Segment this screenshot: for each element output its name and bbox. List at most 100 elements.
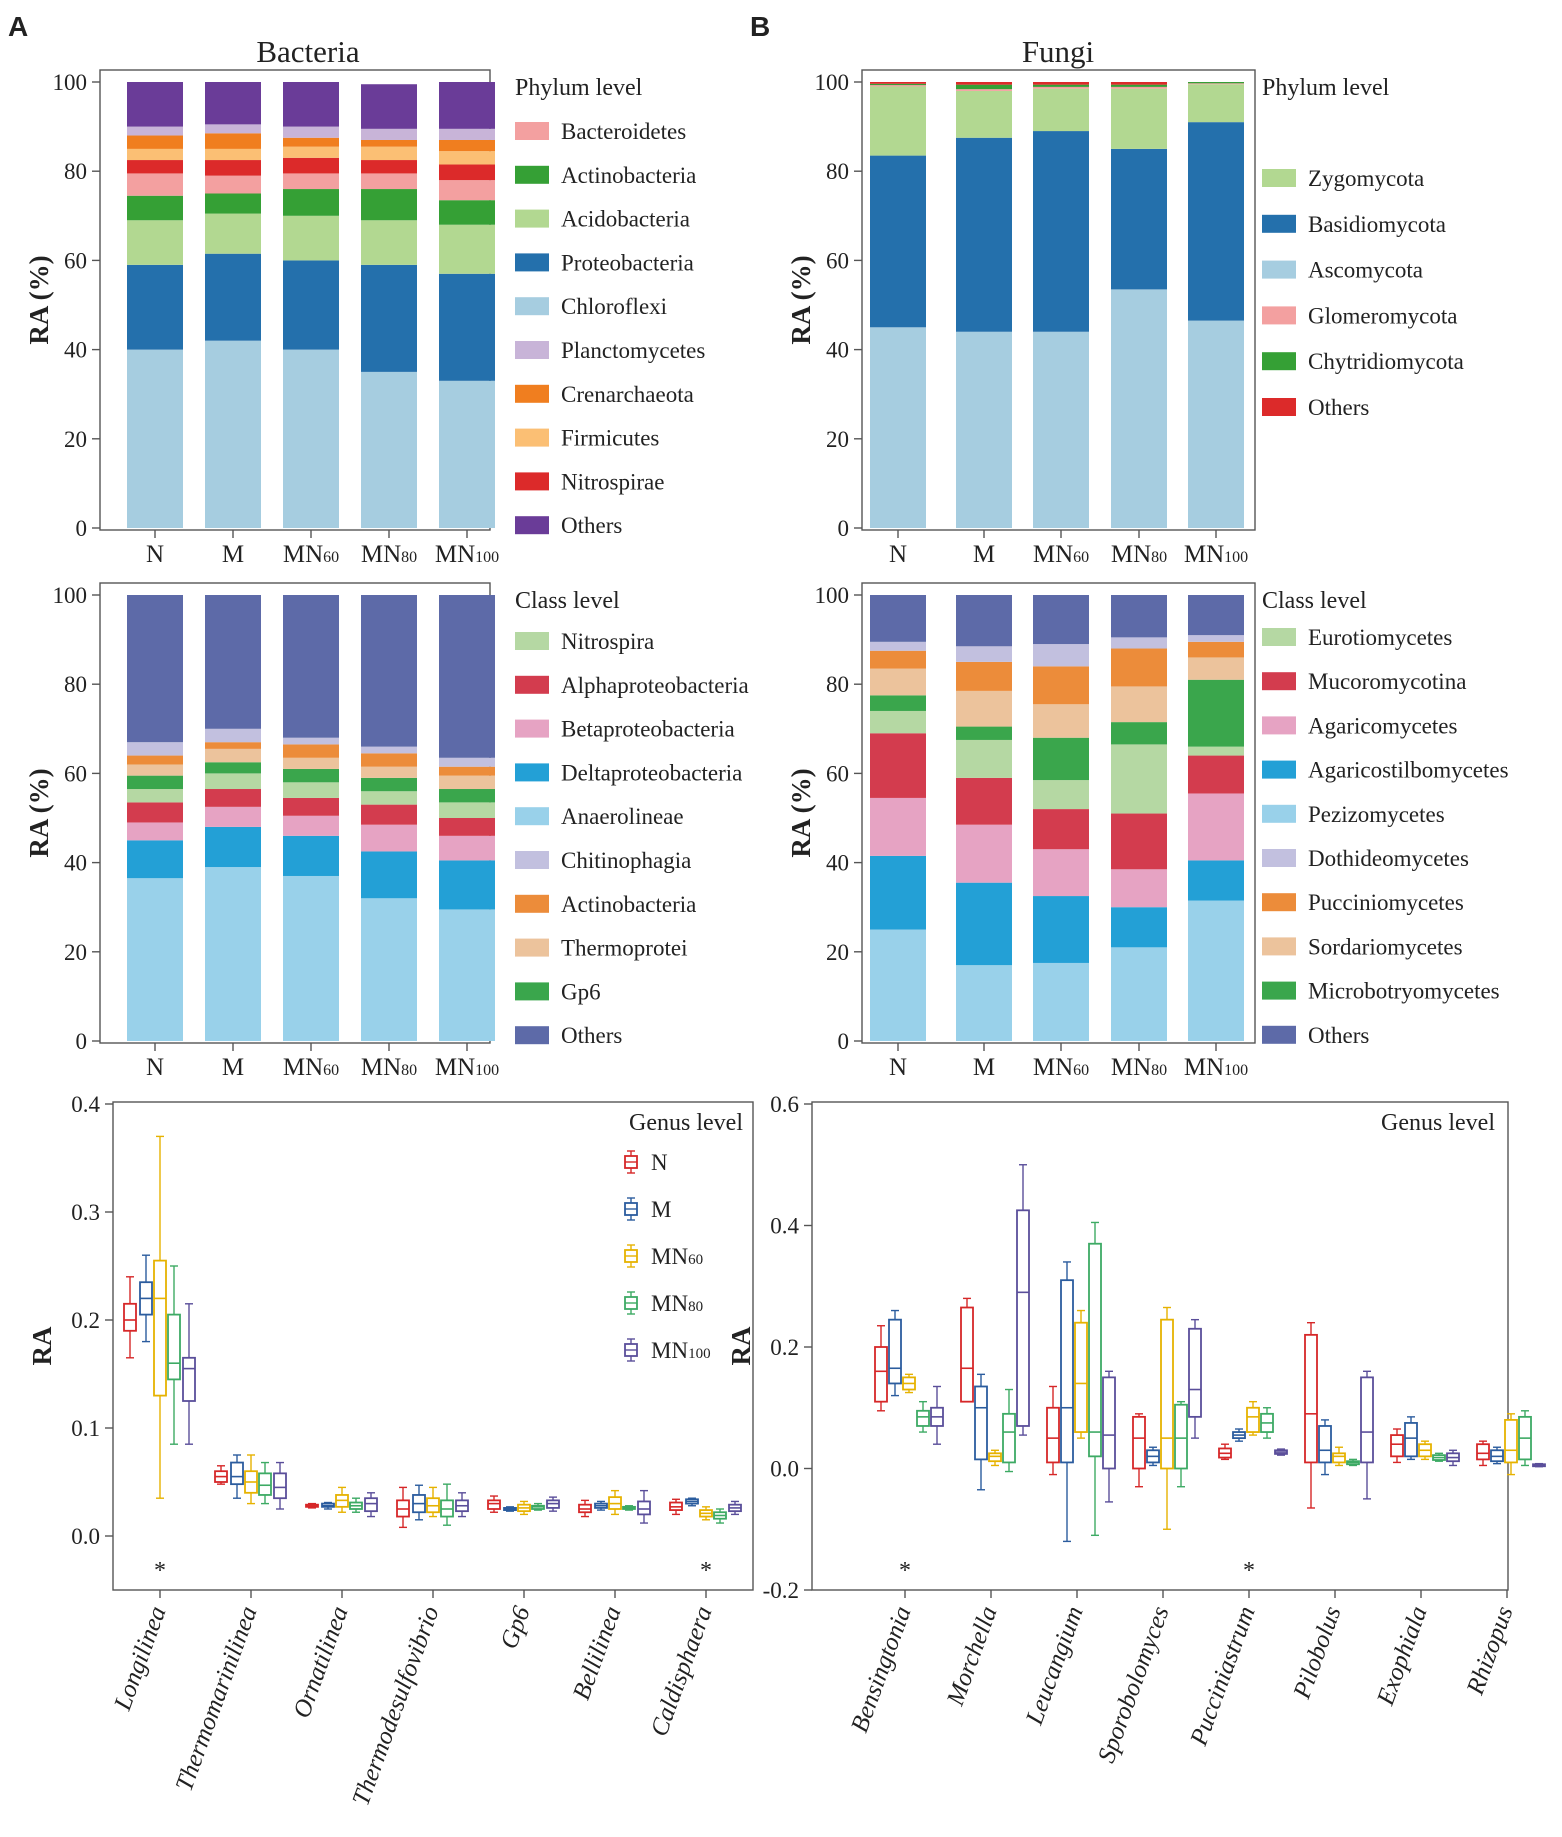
- bac_class-bar-N-deltaproteobacteria: [127, 840, 183, 879]
- bac_class-bar-M-deltaproteobacteria: [205, 826, 261, 868]
- fun_genus-box-pilobolus-g0: [1304, 1321, 1318, 1509]
- bac_class-legend-swatch-deltaproteobacteria: [515, 763, 549, 782]
- bac_class-legend-swatch-actinobacteria: [515, 894, 549, 913]
- bac_phylum-xtick-label-N: N: [146, 541, 164, 568]
- fun_genus-box-body: [988, 1452, 1002, 1463]
- fun_phylum-bar-M-ascomycota: [956, 331, 1012, 528]
- bac_class-bar-N-nitrospira: [127, 789, 183, 803]
- fun_genus-box-bensingtonia-g0: [874, 1325, 888, 1412]
- bac_phylum-legend-label-actinobacteria: Actinobacteria: [561, 163, 696, 188]
- bac_class-bar-M-anaerolineae: [205, 867, 261, 1041]
- bac_class-bar-MN100-nitrospira: [439, 802, 495, 818]
- fun_genus-box-body: [1132, 1415, 1146, 1470]
- fun_phylum-legend-swatch-chytridiomycota: [1262, 352, 1296, 371]
- fun_phylum-bar-MN80-basidiomycota: [1111, 148, 1167, 290]
- bac_class-legend-label-gp6: Gp6: [561, 979, 601, 1004]
- bac_phylum-ytick-label-100: 100: [53, 70, 88, 95]
- fun_genus-box-bensingtonia-g3: [916, 1400, 930, 1433]
- bac_genus-legend-title: Genus level: [629, 1110, 743, 1136]
- fun_phylum-bar-MN100-zygomycota: [1188, 84, 1244, 123]
- bac_class-bar-MN100-chitinophagia: [439, 757, 495, 767]
- bac_genus-ytick-label-0.2: 0.2: [71, 1308, 100, 1333]
- fun_class-bar-N-mucoromycotina: [870, 733, 926, 798]
- bac_phylum-bar-N-others: [127, 82, 183, 127]
- fun_class-bar-MN80-eurotiomycetes: [1111, 744, 1167, 814]
- fun_class-ytick-label-40: 40: [826, 851, 849, 876]
- bac_class-bar-MN100-alphaproteobacteria: [439, 818, 495, 836]
- bac_phylum-legend-swatch-nitrospirae: [515, 472, 549, 491]
- bac_class-bar-MN80-deltaproteobacteria: [361, 851, 417, 899]
- bac_class-xtick-label-MN100: MN100: [435, 1054, 499, 1081]
- fun_genus-category-label-pilobolus: Pilobolus: [1288, 1603, 1346, 1703]
- fun_genus-box-body: [1404, 1422, 1418, 1458]
- fun_class-bar-MN60-pezizomycetes: [1033, 962, 1089, 1041]
- bac_phylum-bar-MN100-crenarchaeota: [439, 139, 495, 152]
- fun_genus-box-body: [1390, 1434, 1404, 1458]
- bac_phylum-bar-MN60-actinobacteria: [283, 189, 339, 216]
- bac_phylum-bar-M-bacteroidetes: [205, 175, 261, 194]
- bac_phylum-bar-MN60-nitrospirae: [283, 157, 339, 174]
- fun_phylum-legend-label-glomeromycota: Glomeromycota: [1308, 303, 1457, 328]
- fun_genus-box-pucciniastrum-g4: [1274, 1448, 1288, 1456]
- fun_phylum-legend-label-chytridiomycota: Chytridiomycota: [1308, 349, 1464, 374]
- bac_phylum-legend-label-crenarchaeota: Crenarchaeota: [561, 382, 694, 407]
- fun_class-legend-label-agaricostilbomycetes: Agaricostilbomycetes: [1308, 758, 1509, 783]
- fun_genus-box-body: [974, 1385, 988, 1461]
- fun_phylum-bar-MN80-ascomycota: [1111, 289, 1167, 528]
- fun_phylum-legend-swatch-zygomycota: [1262, 169, 1296, 187]
- bac_phylum-bar-N-bacteroidetes: [127, 173, 183, 196]
- fun_genus-box-exophiala-g2: [1418, 1440, 1432, 1461]
- bac_phylum-bar-MN80-others: [361, 84, 417, 129]
- fun_genus-plot-frame: [811, 1101, 1509, 1591]
- fun_class-bar-MN60-others: [1033, 595, 1089, 645]
- fun_class-bar-M-pezizomycetes: [956, 965, 1012, 1041]
- fun_genus-box-body: [1332, 1452, 1346, 1464]
- bac_phylum-bar-MN60-proteobacteria: [283, 260, 339, 350]
- bac_phylum-bar-MN100-others: [439, 82, 495, 129]
- fun_phylum-bar-MN80-chytridiomycota: [1111, 84, 1167, 87]
- fun_class-legend-title: Class level: [1262, 588, 1367, 614]
- bac_class-bar-MN100-thermoprotei: [439, 775, 495, 790]
- bac_genus-box-ornatilinea-g0: [305, 1502, 319, 1509]
- panel-label-b: B: [750, 11, 770, 42]
- fun_class-bar-MN100-pucciniomycetes: [1188, 641, 1244, 658]
- bac_class-legend-swatch-anaerolineae: [515, 807, 549, 826]
- bac_phylum-ytick-label-80: 80: [64, 159, 87, 184]
- bac_genus-box-body: [153, 1259, 167, 1397]
- bac_phylum-legend-swatch-chloroflexi: [515, 297, 549, 316]
- bac_class-bar-MN100-deltaproteobacteria: [439, 860, 495, 910]
- bac_class-bar-MN80-actinobacteria: [361, 753, 417, 767]
- fun_phylum-bar-M-chytridiomycota: [956, 84, 1012, 90]
- bac_genus-box-thermomarinilinea-g3: [258, 1461, 272, 1505]
- bac_genus-box-thermodesulfovibrio-g4: [455, 1492, 469, 1518]
- fun_genus-box-body: [1360, 1376, 1374, 1464]
- fun_class-legend-label-pezizomycetes: Pezizomycetes: [1308, 802, 1445, 827]
- fun_class-legend-label-mucoromycotina: Mucoromycotina: [1308, 669, 1466, 694]
- bac_phylum-bar-M-crenarchaeota: [205, 133, 261, 149]
- fun_genus-category-label-morchella: Morchella: [942, 1603, 1003, 1710]
- bac_class-bar-MN60-actinobacteria: [283, 744, 339, 758]
- fun_class-bar-N-dothideomycetes: [870, 641, 926, 651]
- fun_class-xtick-label-MN60: MN60: [1033, 1054, 1089, 1081]
- bac_genus-ytick-label-0: 0.0: [71, 1524, 100, 1549]
- fun_class-bar-MN80-dothideomycetes: [1111, 637, 1167, 649]
- bac_class-bar-MN80-thermoprotei: [361, 766, 417, 778]
- fun_class-xtick-label-N: N: [889, 1054, 907, 1081]
- fun_class-legend-swatch-agaricomycetes: [1262, 716, 1296, 735]
- bac_class-bar-N-alphaproteobacteria: [127, 802, 183, 823]
- bac_class-bar-MN100-anaerolineae: [439, 909, 495, 1041]
- fun_genus-box-body: [1102, 1376, 1116, 1470]
- bac_phylum-legend-swatch-bacteroidetes: [515, 122, 549, 140]
- bac_class-xtick-label-N: N: [146, 1054, 164, 1081]
- fun_genus-box-body: [1088, 1242, 1102, 1458]
- bac_phylum-legend-label-acidobacteria: Acidobacteria: [561, 207, 690, 232]
- bac_class-bar-MN80-nitrospira: [361, 791, 417, 805]
- fun_phylum-bar-M-basidiomycota: [956, 137, 1012, 332]
- bac_phylum-bar-MN100-actinobacteria: [439, 200, 495, 225]
- fun_class-bar-M-mucoromycotina: [956, 777, 1012, 825]
- fun_genus-box-body: [1318, 1425, 1332, 1464]
- fun_class-bar-MN100-pezizomycetes: [1188, 900, 1244, 1041]
- bac_class-legend-swatch-alphaproteobacteria: [515, 675, 549, 694]
- bac_class-ytick-label-60: 60: [64, 761, 87, 786]
